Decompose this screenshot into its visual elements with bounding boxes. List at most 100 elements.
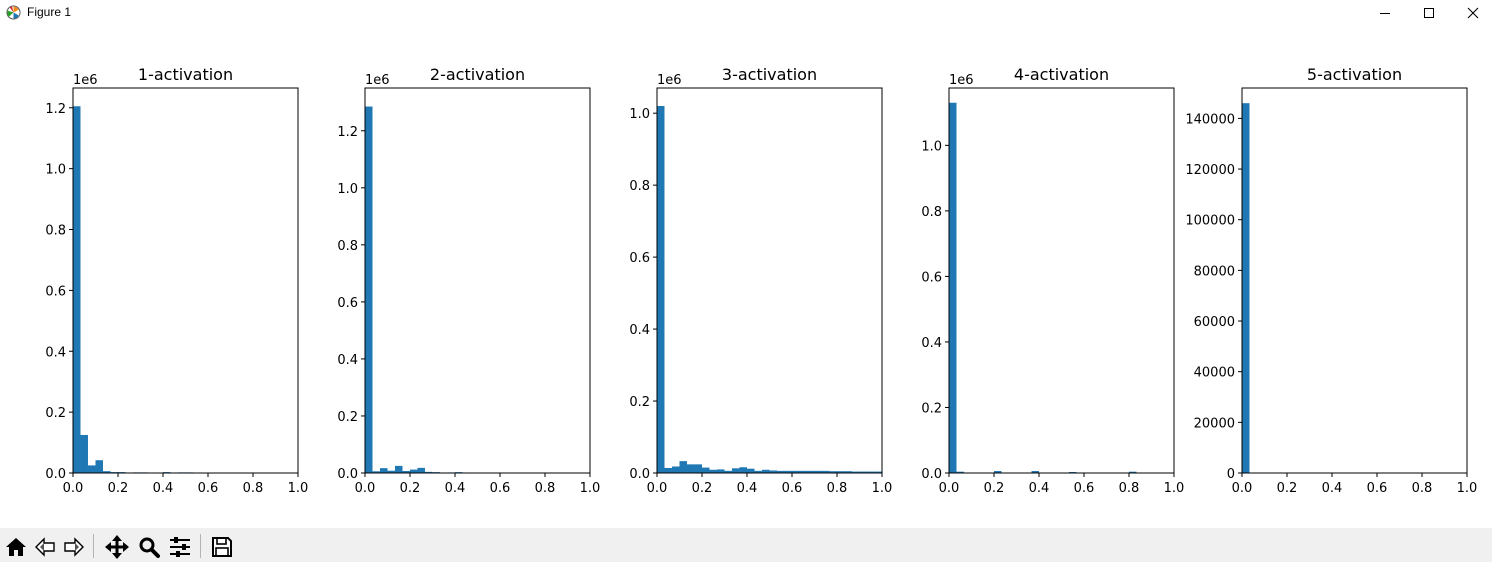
subplot-title: 2-activation [430, 65, 525, 84]
histogram-bar [731, 468, 740, 473]
home-button[interactable] [2, 533, 29, 560]
subplot-5[interactable]: 0.0 0.2 0.4 0.6 0.8 1.0 0 20000 40000 60000 80000 1… [1185, 65, 1477, 496]
histogram-bar [709, 469, 717, 473]
y-tick-label: 0.6 [921, 270, 942, 285]
x-tick-label: 0.2 [108, 481, 129, 496]
histogram-bar [394, 465, 403, 473]
toolbar-separator [93, 534, 94, 558]
x-tick-label: 1.0 [872, 481, 893, 496]
histogram-bar [417, 467, 425, 473]
subplot-4[interactable]: 0.0 0.2 0.4 0.6 0.8 1.0 0.0 0.2 0.4 0.6 0.8 1.0 1e6 4… [921, 65, 1184, 496]
axes-frame [1241, 87, 1468, 474]
y-tick-label: 0.8 [921, 205, 942, 220]
back-button[interactable] [31, 533, 58, 560]
x-tick-label: 0.4 [445, 481, 466, 496]
histogram-bar [657, 105, 665, 474]
histogram-bar [739, 467, 747, 473]
histogram-bar [762, 469, 770, 473]
y-tick-label: 0.6 [337, 296, 358, 311]
histogram-bar [702, 467, 710, 473]
x-tick-label: 1.0 [1457, 481, 1478, 496]
histogram-bar [372, 471, 380, 473]
y-offset-label: 1e6 [73, 73, 98, 88]
histogram-bar [686, 464, 695, 473]
subplot-1[interactable]: 0.0 0.2 0.4 0.6 0.8 1.0 0.0 0.2 0.4 0.6 0.8 1.0 1.2 1… [45, 65, 308, 496]
y-tick-label: 0.8 [629, 179, 650, 194]
histogram-bar [88, 465, 96, 473]
y-tick-label: 0.2 [337, 410, 358, 425]
save-button[interactable] [208, 533, 235, 560]
histogram-bar [776, 470, 785, 473]
histogram-bar [837, 471, 845, 473]
axes-frame [948, 87, 1175, 474]
y-offset-label: 1e6 [657, 73, 682, 88]
y-tick-label: 0.4 [45, 345, 66, 360]
histogram-bar [717, 469, 725, 473]
y-tick-label: 0.2 [45, 406, 66, 421]
histogram-bar [425, 471, 433, 473]
histogram-bar [949, 102, 957, 474]
zoom-button[interactable] [135, 533, 162, 560]
window-titlebar: Figure 1 [0, 0, 1492, 26]
window-title: Figure 1 [27, 5, 72, 19]
minimize-icon [1380, 13, 1390, 14]
histogram-bar [664, 467, 672, 473]
histogram-bar [679, 461, 687, 473]
x-tick-label: 0.0 [939, 481, 960, 496]
x-tick-label: 0.0 [63, 481, 84, 496]
y-tick-label: 1.2 [337, 125, 358, 140]
x-tick-label: 1.0 [288, 481, 309, 496]
y-tick-label: 140000 [1185, 112, 1235, 127]
x-tick-label: 0.8 [827, 481, 848, 496]
subplot-title: 1-activation [138, 65, 233, 84]
sliders-icon [169, 536, 190, 557]
x-tick-label: 0.2 [1277, 481, 1298, 496]
histogram-bar [754, 470, 762, 473]
y-tick-label: 120000 [1185, 163, 1235, 178]
x-tick-label: 0.8 [1119, 481, 1140, 496]
y-tick-label: 0.6 [629, 251, 650, 266]
histogram-bar [844, 471, 852, 473]
pan-arrows-icon [104, 534, 129, 559]
maximize-button[interactable] [1406, 0, 1452, 26]
x-tick-label: 0.0 [1232, 481, 1253, 496]
x-tick-label: 0.6 [782, 481, 803, 496]
subplot-3[interactable]: 0.0 0.2 0.4 0.6 0.8 1.0 0.0 0.2 0.4 0.6 0.8 1.0 1e6 3… [629, 65, 892, 496]
histogram-bar [402, 471, 410, 473]
close-icon [1467, 7, 1479, 19]
x-tick-label: 0.4 [1029, 481, 1050, 496]
y-tick-label: 0.4 [921, 336, 942, 351]
histogram-bar [792, 470, 800, 473]
x-tick-label: 0.6 [490, 481, 511, 496]
histogram-bar [769, 470, 777, 473]
y-tick-label: 1.0 [629, 107, 650, 122]
y-offset-label: 1e6 [949, 73, 974, 88]
histogram-bar [807, 470, 815, 473]
histogram-bar [747, 468, 755, 473]
y-tick-label: 0.2 [921, 401, 942, 416]
configure-subplots-button[interactable] [166, 533, 193, 560]
forward-button[interactable] [60, 533, 87, 560]
x-tick-label: 0.0 [647, 481, 668, 496]
histogram-bar [784, 470, 792, 473]
histogram-bar [80, 434, 88, 473]
close-button[interactable] [1450, 0, 1492, 26]
y-tick-label: 0.0 [337, 467, 358, 482]
toolbar-separator [200, 534, 201, 558]
x-tick-label: 0.6 [1074, 481, 1095, 496]
y-tick-label: 20000 [1194, 416, 1235, 431]
histogram-bar [852, 471, 860, 473]
histogram-bar [859, 471, 867, 473]
pan-button[interactable] [103, 533, 130, 560]
minimize-button[interactable] [1362, 0, 1408, 26]
subplot-2[interactable]: 0.0 0.2 0.4 0.6 0.8 1.0 0.0 0.2 0.4 0.6 0.8 1.0 1.2 1… [337, 65, 600, 496]
histogram-bar [95, 460, 103, 473]
histogram-bar [1031, 471, 1039, 473]
figure-canvas[interactable]: 0.0 0.2 0.4 0.6 0.8 1.0 0.0 0.2 0.4 0.6 0.8 1.0 1.2 1… [0, 26, 1492, 528]
y-tick-label: 0 [1227, 467, 1235, 482]
subplot-title: 3-activation [722, 65, 817, 84]
maximize-icon [1424, 8, 1434, 18]
axes-frame [72, 87, 299, 474]
subplot-title: 4-activation [1014, 65, 1109, 84]
y-tick-label: 100000 [1185, 214, 1235, 229]
